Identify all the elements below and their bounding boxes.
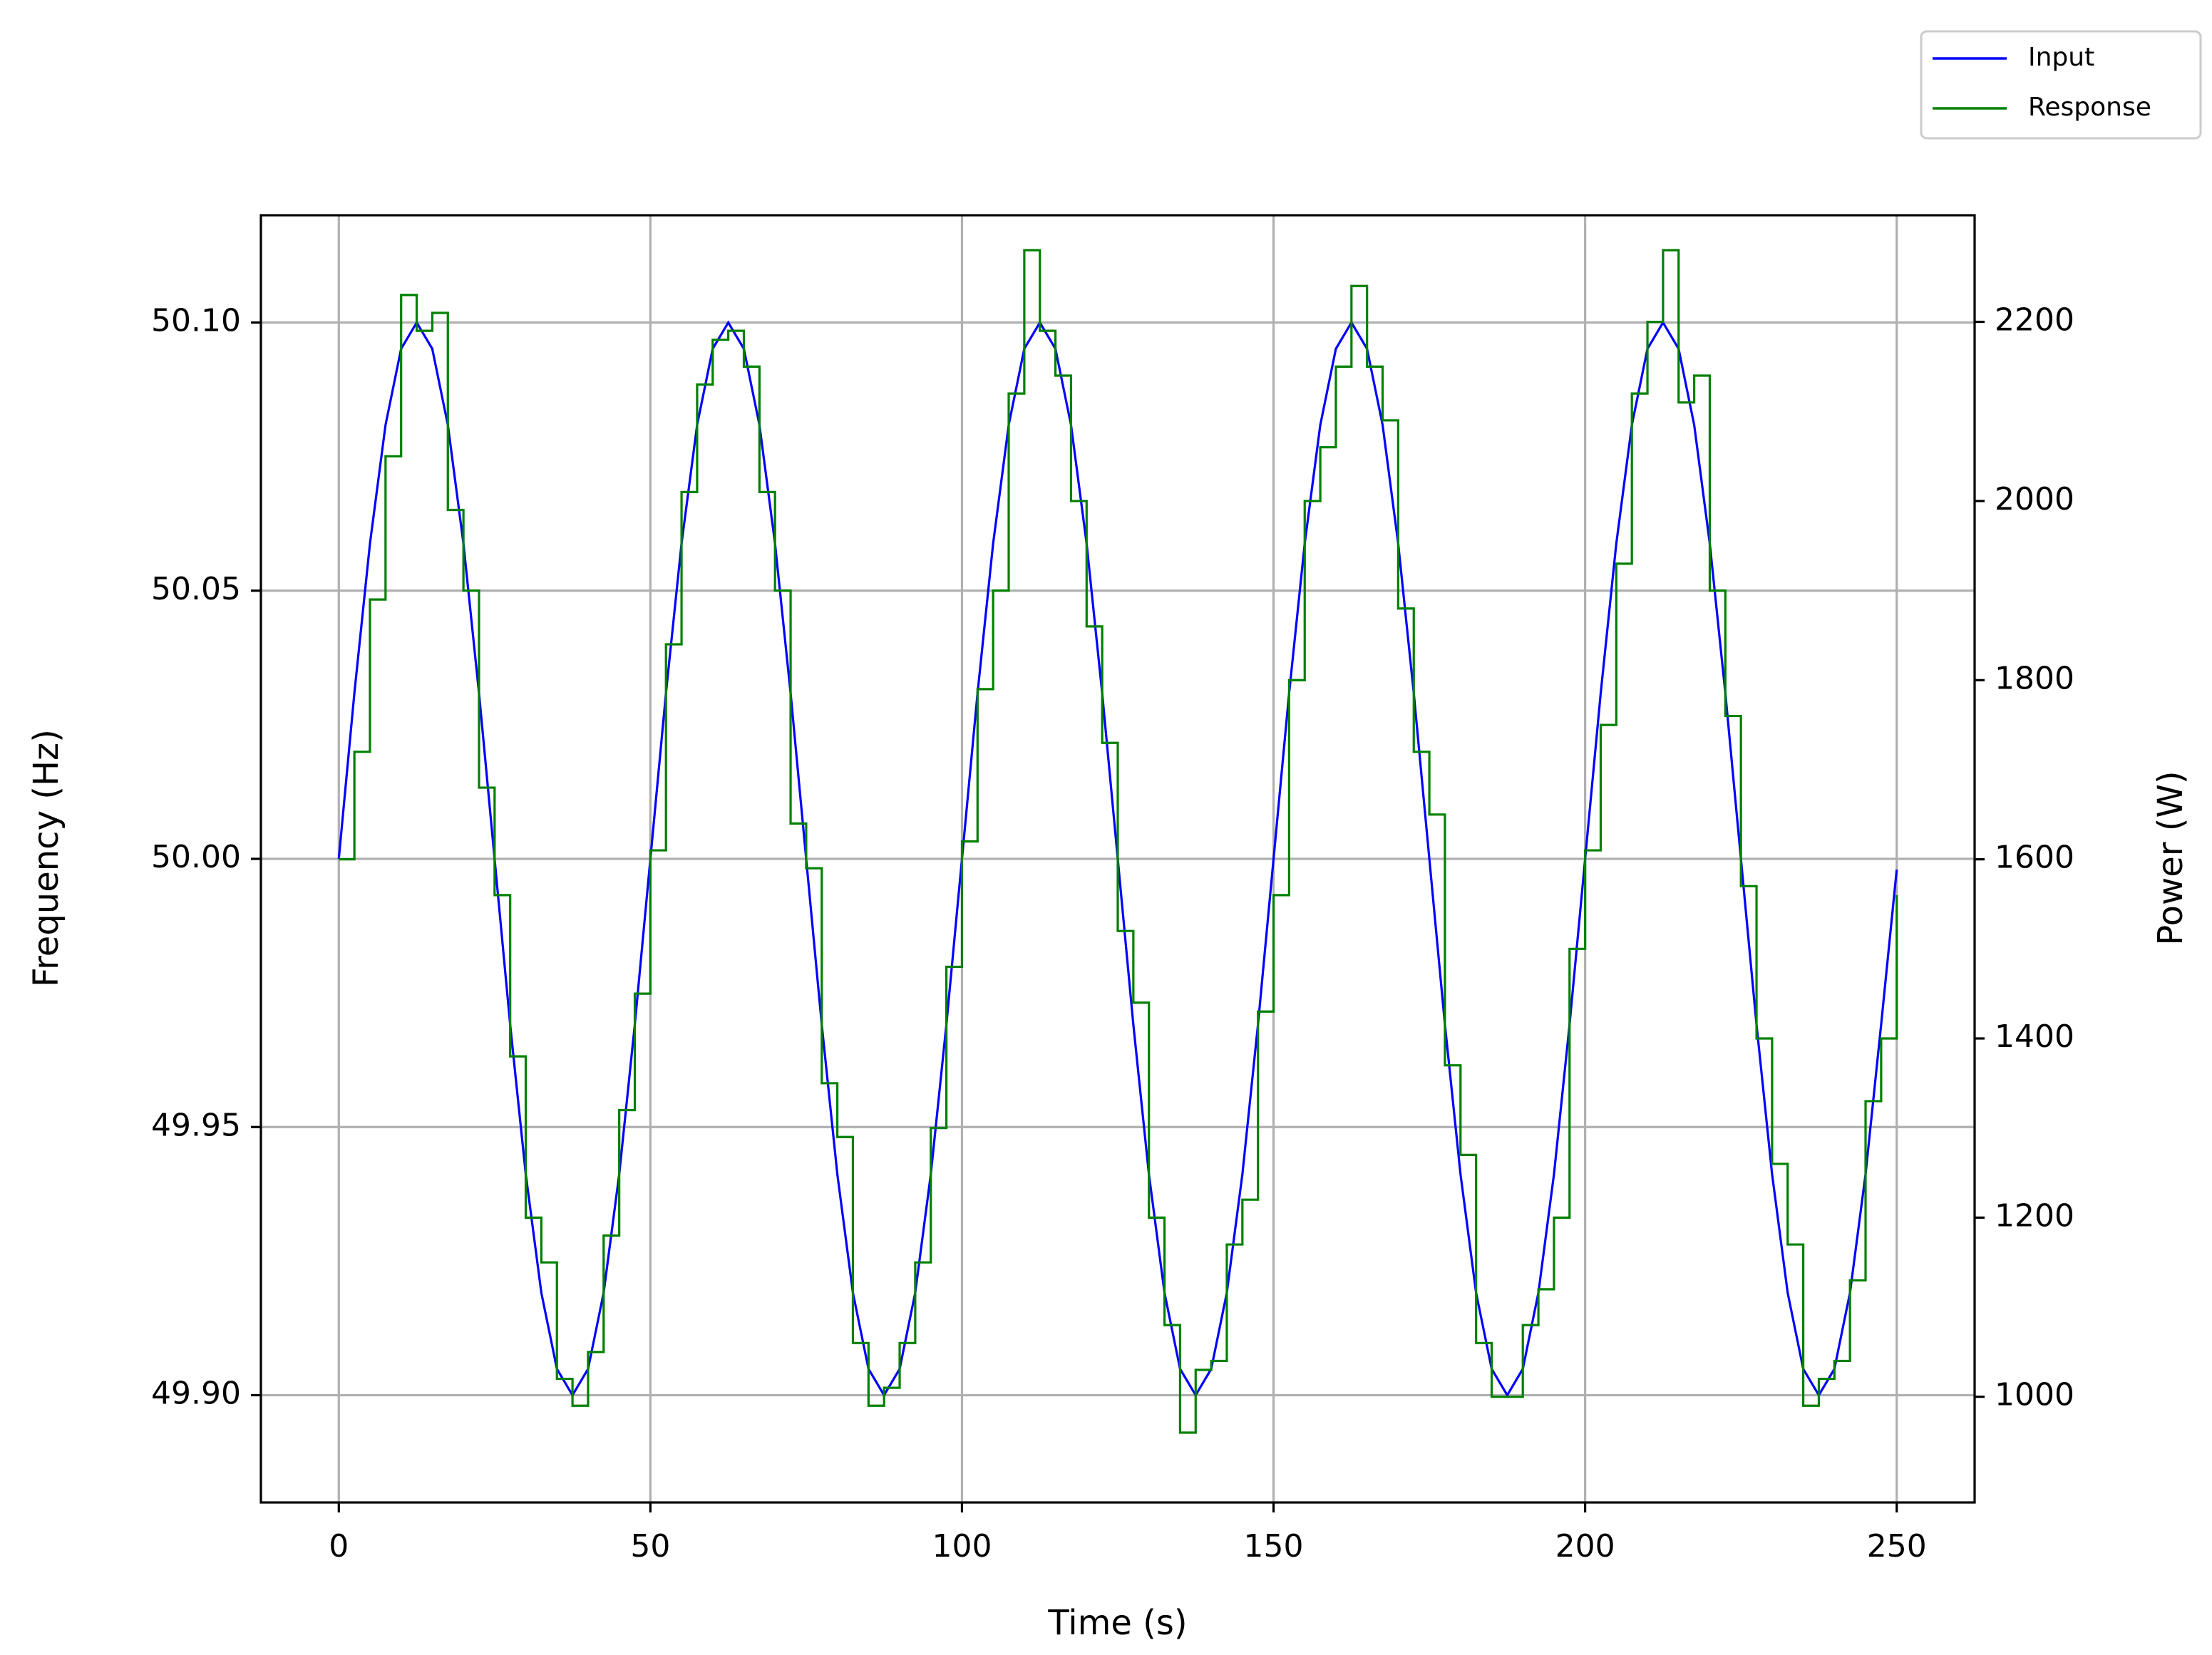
x-axis-label: Time (s) xyxy=(1047,1603,1187,1643)
y-tick-label: 49.95 xyxy=(151,1107,241,1143)
legend: Input Response xyxy=(1920,30,2202,140)
series-line xyxy=(339,249,1898,1434)
ticks: 0 50 100 150 200 250 49.90 49.95 50.00 50.05 50.10… xyxy=(151,302,2074,1564)
y-tick-label: 50.05 xyxy=(151,571,241,607)
x-tick-label: 0 xyxy=(329,1528,349,1564)
y-tick-label: 50.10 xyxy=(151,303,241,339)
y2-tick-label: 1200 xyxy=(1995,1197,2074,1234)
y2-axis-label: Power (W) xyxy=(2151,770,2191,945)
x-tick-label: 250 xyxy=(1867,1528,1927,1564)
x-tick-label: 200 xyxy=(1555,1528,1615,1564)
x-tick-label: 150 xyxy=(1244,1528,1304,1564)
y2-tick-label: 1800 xyxy=(1995,660,2074,696)
y-axis-label: Frequency (Hz) xyxy=(26,729,66,987)
legend-label: Response xyxy=(2028,93,2151,122)
y2-tick-label: 1400 xyxy=(1995,1019,2074,1055)
y-tick-label: 50.00 xyxy=(151,839,241,875)
y2-tick-label: 2200 xyxy=(1995,302,2074,339)
legend-label: Input xyxy=(2028,43,2094,72)
y2-tick-label: 1000 xyxy=(1995,1377,2074,1413)
y2-tick-label: 1600 xyxy=(1995,840,2074,876)
x-tick-label: 50 xyxy=(630,1528,670,1564)
marks xyxy=(337,249,1898,1434)
x-tick-label: 100 xyxy=(932,1528,992,1564)
y-tick-label: 49.90 xyxy=(151,1376,241,1412)
y2-tick-label: 2000 xyxy=(1995,481,2074,517)
